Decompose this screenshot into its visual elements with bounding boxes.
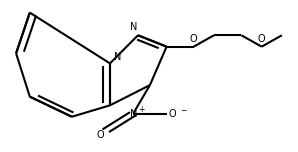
Text: −: − xyxy=(180,106,186,115)
Text: O: O xyxy=(190,34,198,44)
Text: N: N xyxy=(130,22,137,32)
Text: O: O xyxy=(96,130,104,140)
Text: N: N xyxy=(130,109,137,119)
Text: O: O xyxy=(169,109,176,119)
Text: O: O xyxy=(258,34,266,44)
Text: +: + xyxy=(138,105,145,114)
Text: N: N xyxy=(114,52,121,62)
